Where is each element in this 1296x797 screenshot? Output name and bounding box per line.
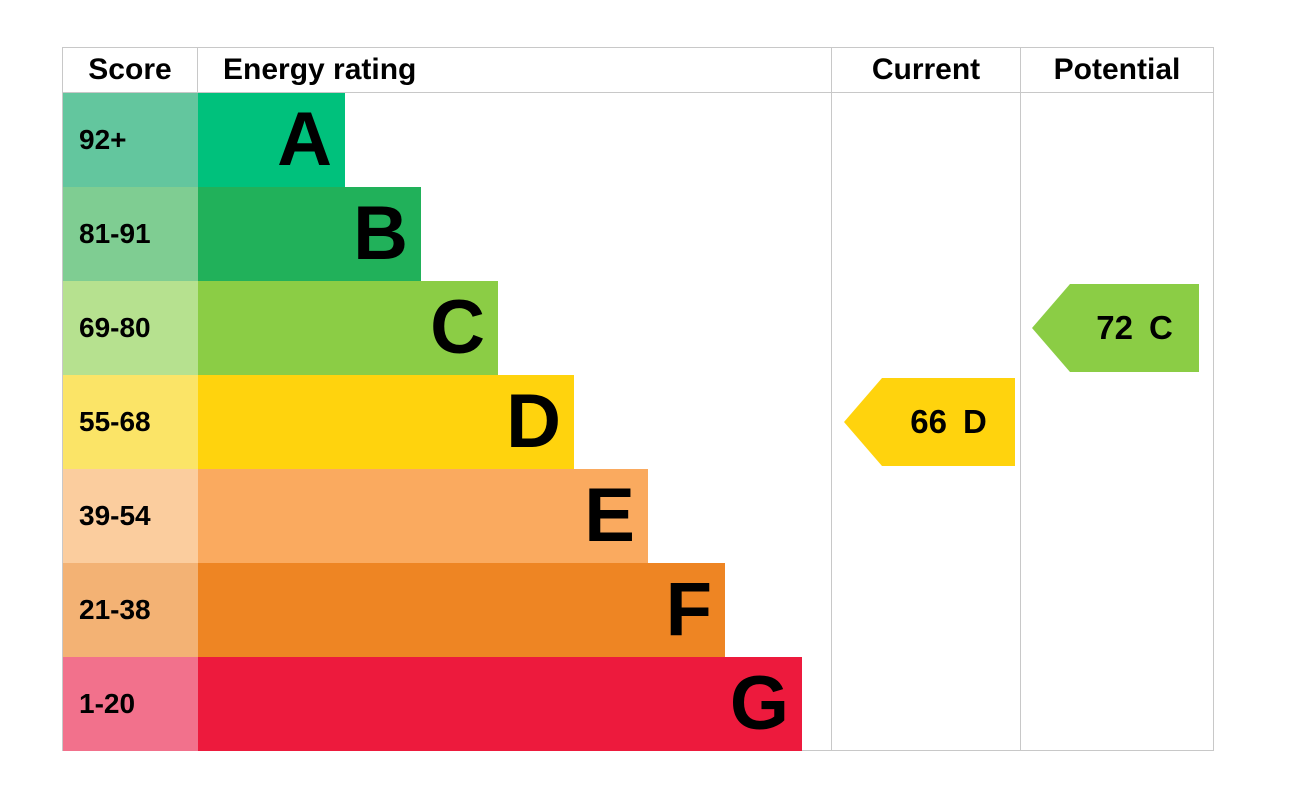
band-bar-g: G [198,657,802,751]
potential-column-header: Potential [1020,48,1213,92]
header-row: Score Energy rating Current Potential [63,48,1213,93]
rating-bands: 92+ A 81-91 B 69-80 C 55-68 D 39-54 [63,93,1213,751]
band-row-c: 69-80 C [63,281,1213,375]
potential-rating-band: C [1148,309,1173,346]
band-score-range: 55-68 [63,375,198,469]
score-column-header: Score [63,48,198,92]
band-score-range: 1-20 [63,657,198,751]
current-column-header: Current [831,48,1020,92]
band-bar-c: C [198,281,498,375]
band-row-f: 21-38 F [63,563,1213,657]
energy-rating-column-header: Energy rating [223,53,417,86]
band-bar-e: E [198,469,648,563]
potential-rating-value: 72 [1096,309,1133,346]
band-letter: B [353,191,408,276]
band-letter: F [665,567,712,652]
band-row-e: 39-54 E [63,469,1213,563]
band-letter: E [584,473,635,558]
band-letter: D [506,379,561,464]
potential-column: 72 C [1020,93,1214,751]
band-row-d: 55-68 D [63,375,1213,469]
current-rating-arrow: 66 D [844,378,1015,466]
band-bar-b: B [198,187,421,281]
current-rating-value: 66 [910,403,947,440]
band-letter: C [430,285,485,370]
band-letter: G [729,661,789,746]
current-column: 66 D [831,93,1020,751]
band-score-range: 21-38 [63,563,198,657]
potential-rating-arrow: 72 C [1032,284,1199,372]
band-score-range: 39-54 [63,469,198,563]
band-row-b: 81-91 B [63,187,1213,281]
band-row-g: 1-20 G [63,657,1213,751]
band-bar-d: D [198,375,574,469]
band-score-range: 92+ [63,93,198,187]
band-bar-f: F [198,563,725,657]
band-row-a: 92+ A [63,93,1213,187]
band-score-range: 81-91 [63,187,198,281]
current-rating-band: D [962,403,987,440]
band-score-range: 69-80 [63,281,198,375]
band-letter: A [277,97,332,182]
epc-rating-table: Score Energy rating Current Potential 92… [62,47,1214,751]
band-bar-a: A [198,93,345,187]
